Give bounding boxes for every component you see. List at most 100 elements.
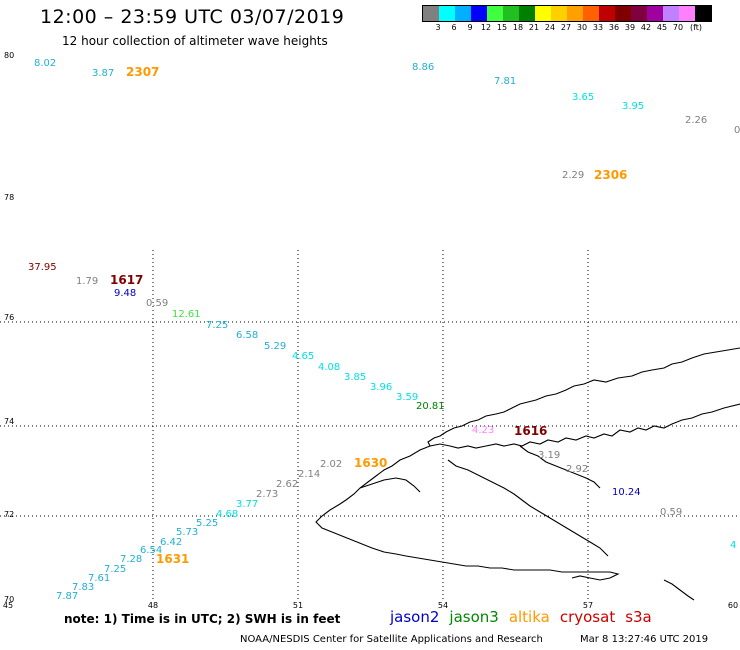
color-scale-swatch [519,6,535,21]
longitude-label: 51 [293,601,303,610]
pass-time-label: 1631 [156,552,189,566]
pass-time-label: 1616 [514,424,547,438]
footer-note: note: 1) Time is in UTC; 2) SWH is in fe… [64,612,341,626]
color-scale-tick: 42 [640,23,652,32]
latitude-label: 72 [4,510,14,519]
wave-height-label: 7.83 [72,582,94,593]
color-scale-tick: 21 [528,23,540,32]
coastline [315,347,740,601]
footer-timestamp: Mar 8 13:27:46 UTC 2019 [580,634,709,645]
wave-height-label: 3.96 [370,382,392,393]
wave-height-label: 4.08 [318,362,340,373]
wave-height-label: 8.86 [412,62,434,73]
color-scale-tick: 15 [496,23,508,32]
wave-height-label: 7.81 [494,76,516,87]
color-scale-swatch [647,6,663,21]
color-scale-tick: 36 [608,23,620,32]
color-scale-tick: 3 [435,23,441,32]
wave-height-label: 2.62 [276,479,298,490]
map-subtitle: 12 hour collection of altimeter wave hei… [62,34,328,48]
latitude-label: 80 [4,51,14,60]
color-scale-swatch [503,6,519,21]
longitude-label: 54 [438,601,448,610]
color-scale-swatch [551,6,567,21]
color-scale-swatch [567,6,583,21]
color-scale-swatch [535,6,551,21]
wave-height-label: 12.61 [172,309,201,320]
color-scale-tick: 9 [467,23,473,32]
wave-height-label: 5.25 [196,518,218,529]
wave-height-label: 3.87 [92,68,114,79]
wave-height-label: 6.58 [236,330,258,341]
wave-height-labels: 8.02 3.87 8.86 7.81 3.65 3.95 2.26 0 2.29 37.95 1.… [28,58,740,602]
color-scale-swatch [439,6,455,21]
wave-height-label: 1.79 [76,276,98,287]
color-scale-swatch [583,6,599,21]
wave-height-label: 3.59 [396,392,418,403]
coastline-fjord-3 [359,477,421,493]
wave-height-label: 3.95 [622,101,644,112]
color-scale-tick: 33 [592,23,604,32]
coastline-fjord-2 [519,445,601,489]
wave-height-label: 6.54 [140,545,162,556]
wave-height-label: 20.81 [416,401,445,412]
wave-height-label: 4 [730,540,736,551]
wave-height-label: 3.85 [344,372,366,383]
wave-height-label: 2.14 [298,469,320,480]
satellite-legend-item: jason3 [449,608,499,626]
color-scale-swatch [615,6,631,21]
color-scale-tick: 24 [544,23,556,32]
wave-height-label: 8.02 [34,58,56,69]
wave-height-label: 7.87 [56,591,78,602]
color-scale-tick: 30 [576,23,588,32]
color-scale-swatch [599,6,615,21]
coastline-northern-segment [427,347,740,449]
color-scale-tick: 12 [480,23,492,32]
wave-height-label: 2.02 [320,459,342,470]
longitude-label: 60 [728,601,738,610]
color-scale-swatch [471,6,487,21]
satellite-legend: jason2 jason3 altika cryosat s3a [390,608,662,626]
latitude-label: 74 [4,417,14,426]
latitude-label: 78 [4,193,14,202]
wave-height-label: 4.23 [472,425,494,436]
wave-height-label: 0.59 [660,507,682,518]
wave-height-label: 2.26 [685,115,707,126]
pass-time-label: 2307 [126,65,159,79]
map-title: 12:00 – 23:59 UTC 03/07/2019 [40,6,345,28]
wave-height-label: 2.92 [566,464,588,475]
color-scale-tick: 39 [624,23,636,32]
wave-height-label: 5.29 [264,341,286,352]
wave-height-label: 10.24 [612,487,641,498]
pass-time-label: 1630 [354,456,387,470]
latitude-label: 70 [4,595,14,604]
wave-height-label: 7.25 [104,564,126,575]
wave-height-label: 6.42 [160,537,182,548]
wave-height-label: 7.61 [88,573,110,584]
color-scale-swatch [679,6,695,21]
pass-time-labels: 2307 2306 1617 1616 1630 1631 [110,65,627,566]
coastline-island-east [663,579,695,601]
wave-height-label: 0.59 [146,298,168,309]
wave-height-label: 3.65 [572,92,594,103]
satellite-legend-item: cryosat [559,608,616,626]
coastline-southern-segment [315,445,620,581]
satellite-legend-item: jason2 [390,608,440,626]
coastline-fjord-1 [447,459,609,557]
color-scale-swatch [631,6,647,21]
latitude-label: 76 [4,313,14,322]
longitude-label: 57 [583,601,593,610]
wave-height-label: 2.29 [562,170,584,181]
color-scale-tick: 70 [672,23,684,32]
color-scale-tick: 18 [512,23,524,32]
color-scale-tick: 45 [656,23,668,32]
wave-height-label: 4.65 [292,351,314,362]
wave-height-label: 3.77 [236,499,258,510]
map-grid [0,250,740,600]
longitude-label: 45 [3,601,13,610]
color-scale-swatch [423,6,439,21]
satellite-legend-item: s3a [625,608,652,626]
color-scale-swatch [487,6,503,21]
